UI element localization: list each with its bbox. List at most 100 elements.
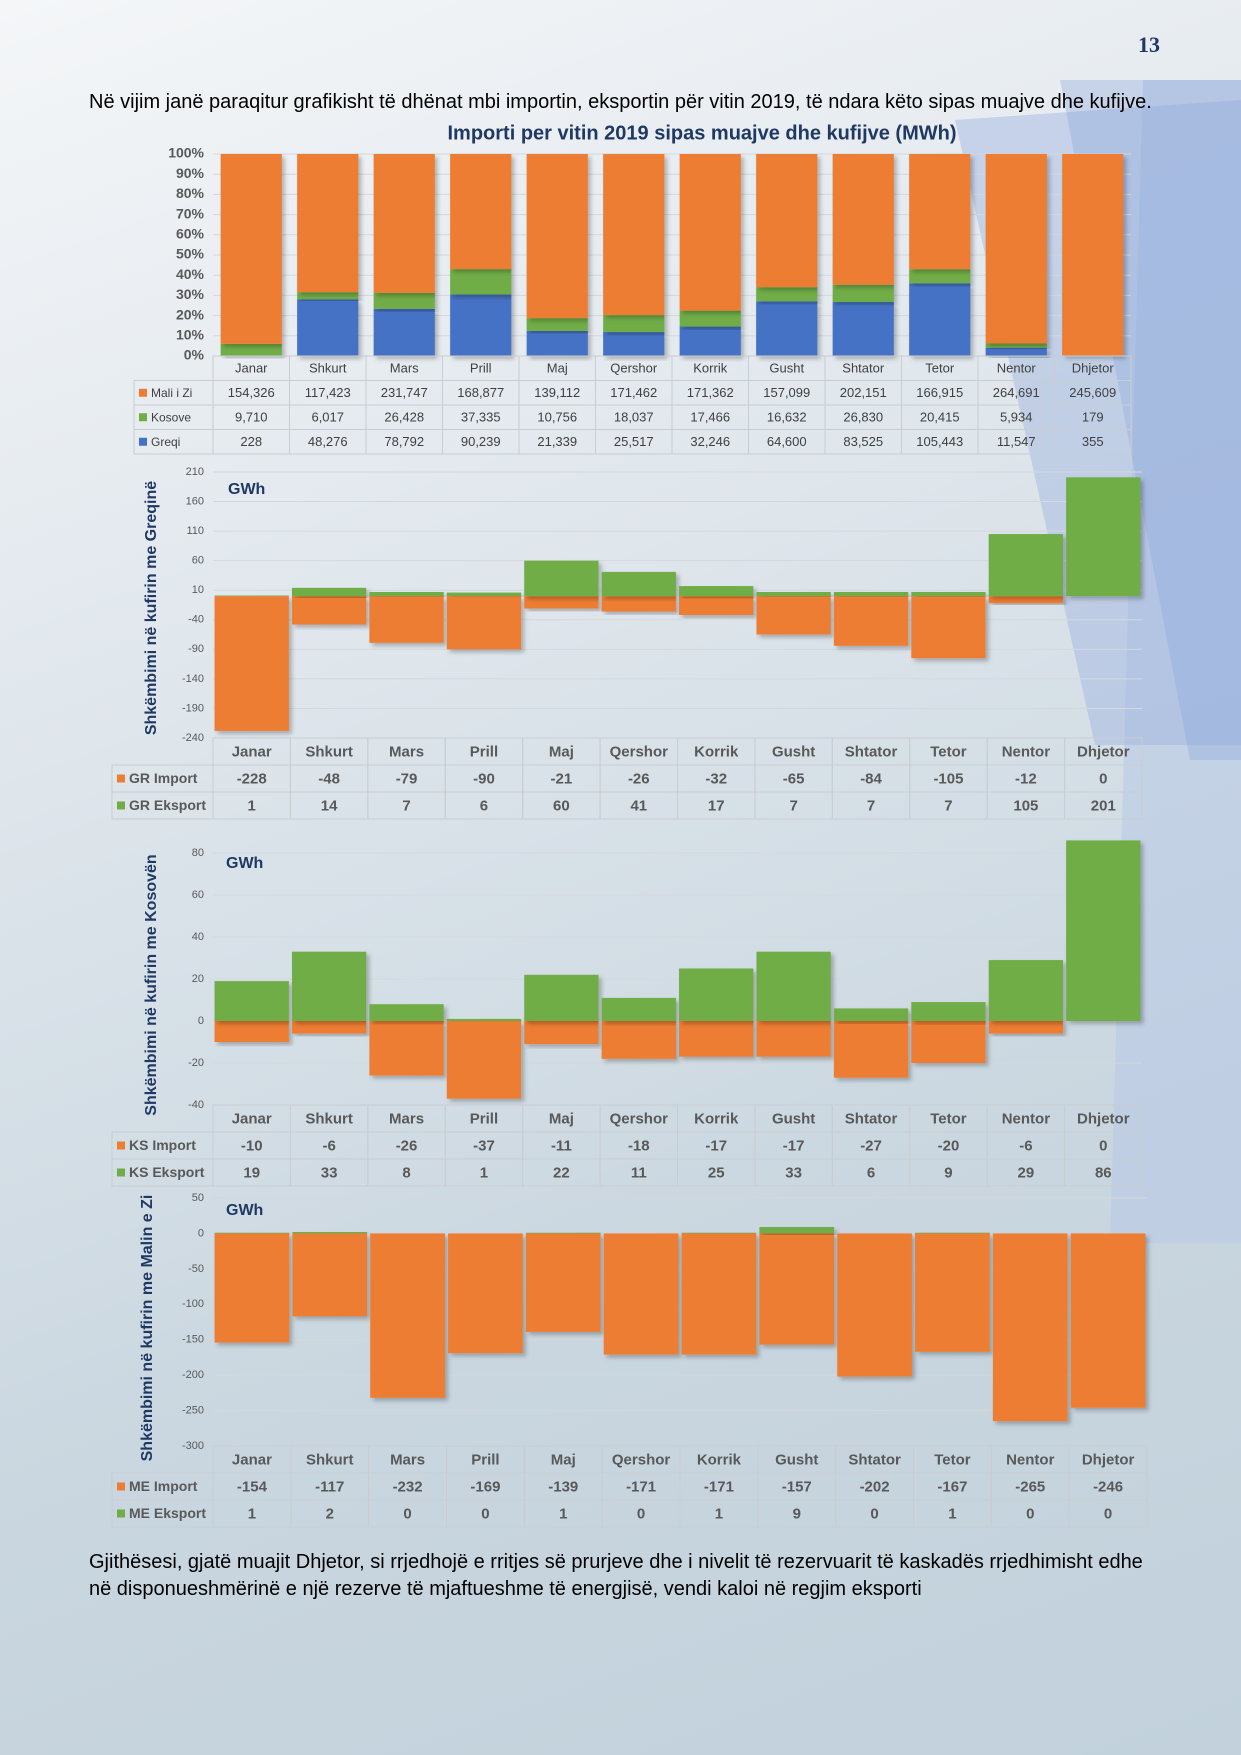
data-label: -26 bbox=[396, 1137, 418, 1154]
data-label: 7 bbox=[402, 797, 410, 814]
bar-segment bbox=[220, 343, 282, 356]
y-tick-label: -140 bbox=[182, 673, 204, 685]
data-label: 154,326 bbox=[228, 385, 275, 400]
bar-segment bbox=[985, 343, 1047, 348]
bar bbox=[292, 1232, 368, 1234]
x-tick-label: Korrik bbox=[697, 1451, 742, 1468]
bar-segment bbox=[756, 287, 818, 302]
data-label: -154 bbox=[237, 1478, 268, 1495]
table-cell bbox=[1068, 1499, 1148, 1528]
y-tick-label: 60% bbox=[176, 226, 205, 242]
data-label: -228 bbox=[237, 770, 267, 787]
bar bbox=[448, 1233, 523, 1354]
x-tick-label: Dhjetor bbox=[1077, 1110, 1130, 1127]
data-label: 202,151 bbox=[840, 385, 887, 400]
bar-segment bbox=[373, 308, 435, 356]
bar bbox=[524, 1021, 599, 1045]
bar bbox=[524, 596, 599, 609]
bar-segment bbox=[679, 310, 741, 327]
bar bbox=[214, 595, 289, 597]
y-tick-label: 60 bbox=[192, 555, 204, 567]
x-tick-label: Korrik bbox=[694, 1110, 739, 1127]
legend-label: GR Import bbox=[129, 770, 198, 786]
data-label: -171 bbox=[704, 1478, 734, 1495]
data-label: 105,443 bbox=[916, 434, 963, 449]
data-label: 60 bbox=[553, 797, 570, 814]
x-tick-label: Tetor bbox=[930, 743, 967, 760]
data-label: 6,017 bbox=[311, 410, 344, 425]
data-label: 17,466 bbox=[690, 410, 730, 425]
data-label: 26,830 bbox=[843, 410, 883, 425]
bar bbox=[291, 587, 367, 597]
y-tick-label: 70% bbox=[176, 205, 205, 221]
data-label: 78,792 bbox=[384, 434, 424, 449]
y-tick-label: -40 bbox=[188, 1099, 204, 1111]
bar bbox=[915, 1233, 990, 1352]
bar-segment bbox=[526, 154, 588, 319]
data-label: 1 bbox=[248, 797, 256, 814]
data-label: -117 bbox=[315, 1478, 344, 1495]
data-label: 25 bbox=[708, 1164, 725, 1181]
y-tick-label: -40 bbox=[188, 614, 204, 626]
bar bbox=[911, 591, 986, 597]
bar bbox=[369, 591, 444, 597]
legend-label: Mali i Zi bbox=[151, 386, 192, 400]
legend-swatch bbox=[117, 774, 125, 783]
bar bbox=[911, 1002, 986, 1021]
data-label: 32,246 bbox=[690, 434, 730, 449]
y-tick-label: 90% bbox=[176, 165, 205, 181]
data-label: 9 bbox=[793, 1505, 801, 1522]
bar bbox=[214, 596, 289, 731]
x-tick-label: Tetor bbox=[930, 1110, 967, 1127]
x-tick-label: Qershor bbox=[610, 361, 658, 376]
data-label: 9,710 bbox=[235, 410, 268, 425]
data-label: 20,415 bbox=[920, 410, 960, 425]
bar-segment bbox=[909, 154, 971, 270]
x-tick-label: Maj bbox=[549, 743, 574, 760]
y-tick-label: 60 bbox=[192, 889, 204, 901]
data-label: 83,525 bbox=[843, 434, 883, 449]
data-label: 5,934 bbox=[1000, 410, 1033, 425]
bar bbox=[992, 1233, 1068, 1422]
data-label: 245,609 bbox=[1069, 385, 1116, 400]
bar bbox=[1066, 477, 1141, 597]
bar bbox=[681, 1233, 757, 1355]
legend-swatch bbox=[117, 1509, 125, 1518]
bar bbox=[291, 596, 367, 625]
data-label: -167 bbox=[937, 1478, 967, 1495]
data-label: 228 bbox=[240, 434, 262, 449]
chart-title: Importi per vitin 2019 sipas muajve dhe … bbox=[447, 122, 956, 144]
y-tick-label: 210 bbox=[186, 466, 204, 478]
x-tick-label: Shkurt bbox=[305, 1110, 353, 1127]
bar bbox=[525, 1232, 601, 1234]
table-cell bbox=[1064, 791, 1143, 820]
bar bbox=[833, 596, 909, 646]
y-tick-label: 40% bbox=[176, 266, 205, 282]
closing-text: Gjithësesi, gjatë muajit Dhjetor, si rrj… bbox=[89, 1551, 1143, 1600]
x-tick-label: Nentor bbox=[1006, 1451, 1054, 1468]
bar bbox=[988, 534, 1064, 597]
data-label: -90 bbox=[473, 770, 495, 787]
y-tick-label: -20 bbox=[188, 1057, 204, 1069]
x-tick-label: Qershor bbox=[610, 743, 669, 760]
bar bbox=[601, 571, 676, 597]
bar bbox=[915, 1232, 990, 1234]
data-label: -232 bbox=[393, 1478, 423, 1495]
bar-segment bbox=[220, 154, 282, 344]
bar bbox=[369, 1004, 444, 1021]
bar bbox=[837, 1233, 912, 1377]
x-tick-label: Prill bbox=[470, 361, 492, 376]
bar-segment bbox=[679, 154, 741, 311]
data-label: -37 bbox=[473, 1137, 495, 1154]
x-tick-label: Janar bbox=[232, 743, 272, 760]
data-label: 86 bbox=[1095, 1164, 1112, 1181]
data-label: 1 bbox=[559, 1505, 567, 1522]
bar bbox=[291, 1021, 367, 1034]
legend-label: Greqi bbox=[151, 435, 180, 449]
data-label: 26,428 bbox=[384, 410, 424, 425]
x-tick-label: Dhjetor bbox=[1072, 361, 1115, 376]
data-label: -12 bbox=[1015, 770, 1037, 787]
bar-segment bbox=[603, 154, 665, 316]
x-tick-label: Shkurt bbox=[309, 361, 347, 376]
table-cell bbox=[1054, 429, 1132, 455]
